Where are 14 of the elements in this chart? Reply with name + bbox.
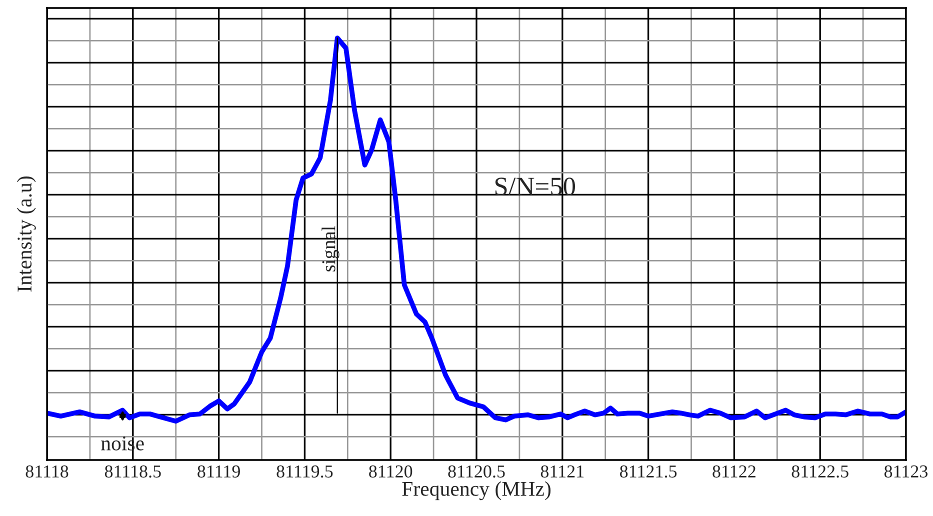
- x-tick-label: 81119: [198, 465, 240, 478]
- x-tick-label: 81123: [884, 465, 928, 478]
- x-tick-label: 81119.5: [276, 465, 333, 478]
- x-tick-label: 81120.5: [448, 465, 505, 478]
- x-tick-label: 81121.5: [620, 465, 677, 478]
- x-tick-label: 81122: [712, 465, 756, 478]
- x-tick-label: 81118.5: [104, 465, 161, 478]
- x-tick-label: 81118: [26, 465, 68, 478]
- y-axis-title: Intensity (a.u): [16, 176, 36, 292]
- x-tick-label: 81122.5: [792, 465, 848, 478]
- ref-line-label: signal: [322, 226, 340, 272]
- x-tick-label: 81121: [540, 465, 584, 478]
- x-tick-label: 81120: [369, 465, 412, 478]
- x-axis-title: Frequency (MHz): [402, 481, 550, 500]
